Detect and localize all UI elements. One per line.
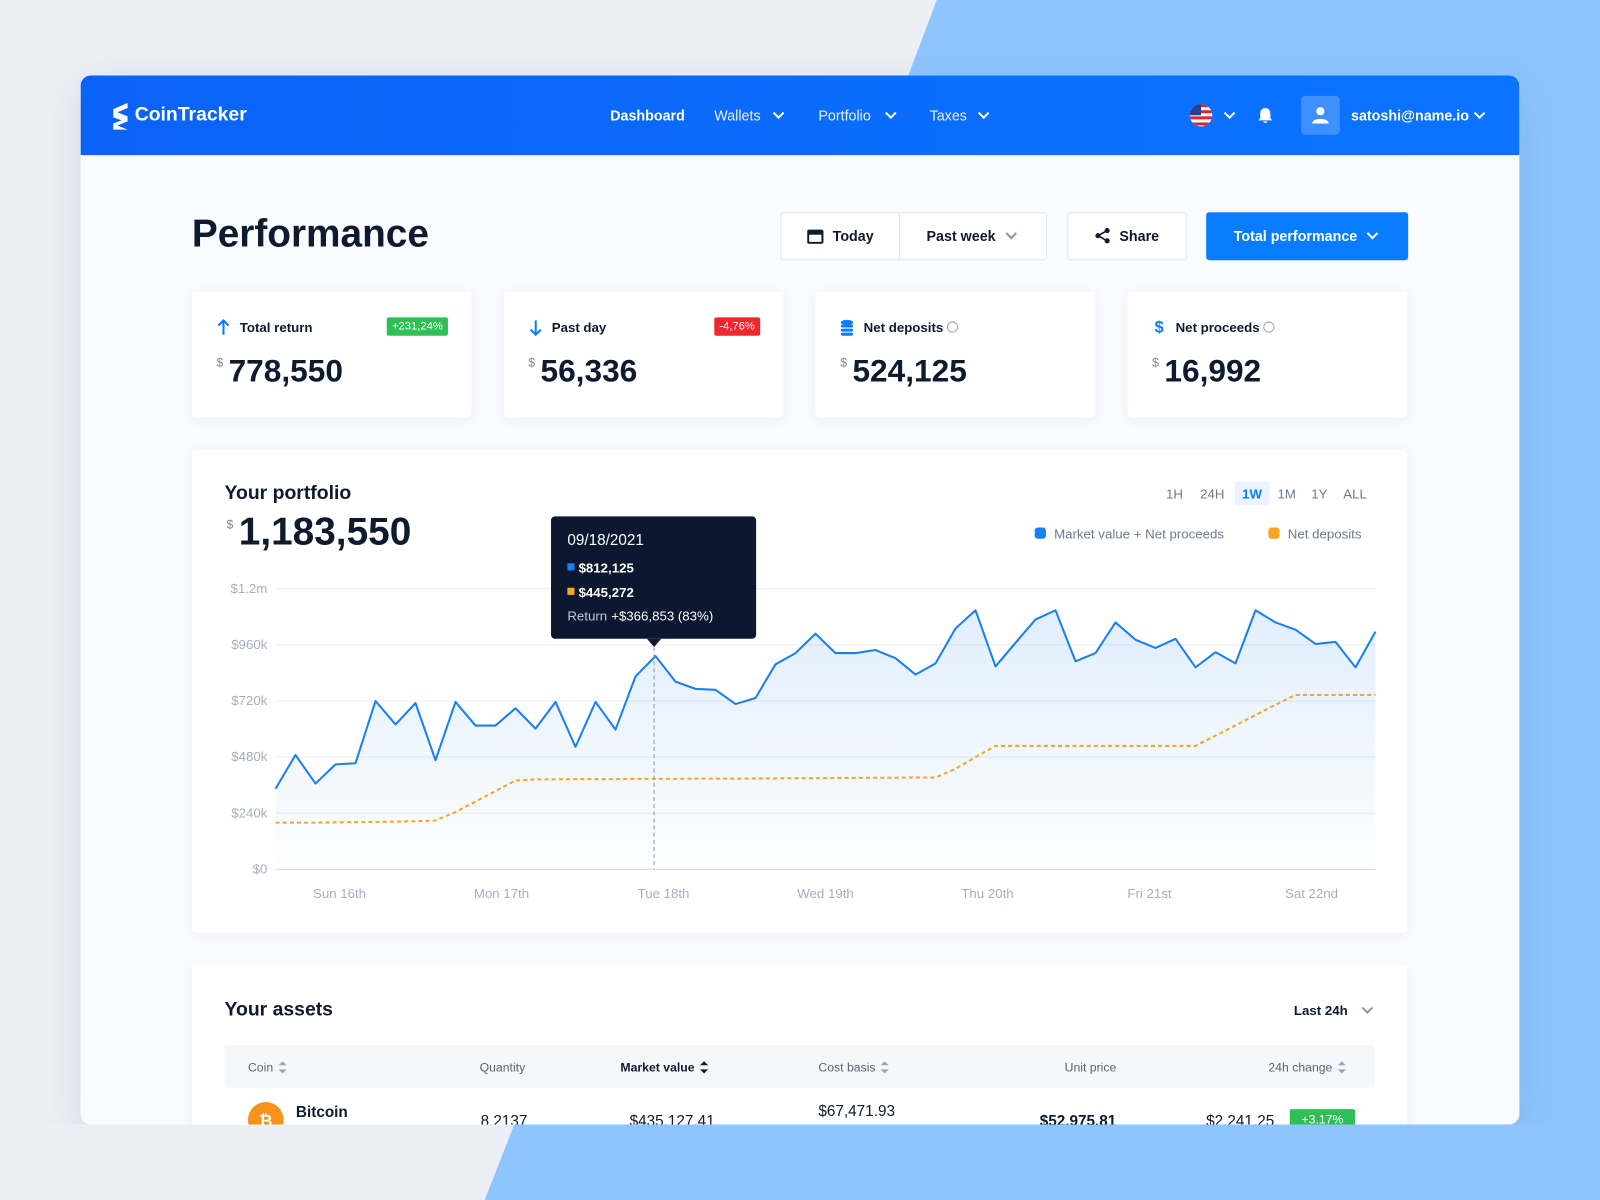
nav-item[interactable]: Dashboard (610, 107, 685, 124)
cost-basis: $67,471.93 (818, 1102, 895, 1120)
svg-text:$: $ (1155, 319, 1164, 337)
chevron (772, 107, 785, 120)
info-icon (1263, 321, 1275, 333)
notifications[interactable] (1256, 106, 1274, 124)
logo-text[interactable]: CoinTracker (134, 104, 247, 126)
sort-icon (880, 1060, 889, 1074)
portfolio-value: 1,183,550 (238, 510, 412, 554)
share-icon (1095, 228, 1110, 244)
range-button[interactable]: 1M (1277, 486, 1296, 502)
chevron (885, 107, 897, 120)
column-header[interactable]: Quantity (479, 1060, 526, 1075)
currency: $ (840, 355, 848, 370)
currency: $ (216, 355, 224, 370)
table-header (224, 1044, 1375, 1088)
legend-swatch (1268, 527, 1280, 539)
stat-card (191, 291, 472, 418)
range-button[interactable]: ALL (1343, 486, 1367, 502)
page-title: Performance (191, 212, 429, 256)
column-header[interactable]: Market value (620, 1060, 695, 1075)
view-label[interactable]: Total performance (1233, 227, 1358, 244)
stat-icon (215, 318, 231, 336)
stat-icon (839, 318, 855, 336)
date-button[interactable]: Today (832, 227, 874, 244)
range-button[interactable]: 1Y (1311, 486, 1328, 502)
assets-period[interactable]: Last 24h (1293, 1002, 1348, 1018)
share-button[interactable] (1067, 212, 1187, 261)
legend-label: Market value + Net proceeds (1054, 526, 1225, 542)
period-button[interactable]: Past week (926, 227, 996, 244)
column-header[interactable]: 24h change (1268, 1060, 1333, 1075)
share-label[interactable]: Share (1119, 227, 1160, 244)
coin-name[interactable]: Bitcoin (295, 1103, 348, 1121)
info-icon (947, 321, 959, 333)
sort-arrows (699, 1061, 708, 1074)
icon (529, 320, 542, 337)
bottom-background (0, 1124, 1600, 1200)
calendar-icon (807, 229, 824, 244)
nav-item[interactable]: Taxes (929, 107, 967, 124)
nav-item[interactable]: Portfolio (818, 107, 871, 124)
stat-card (815, 291, 1096, 418)
range-button[interactable]: 24H (1200, 486, 1225, 502)
range-active-bg (1234, 481, 1270, 506)
sort-icon (1337, 1060, 1346, 1074)
sort-arrows (1337, 1061, 1346, 1074)
divider (898, 213, 900, 260)
view-button[interactable] (1206, 212, 1409, 261)
chevron (977, 107, 990, 120)
stat-icon (527, 318, 543, 337)
portfolio-title: Your portfolio (224, 482, 352, 505)
stat-value: 524,125 (852, 353, 967, 389)
column-header[interactable]: Cost basis (818, 1060, 876, 1075)
range-button[interactable]: 1W (1242, 486, 1262, 502)
top-bar: CoinTracker Dashboard Wallets Portfolio … (80, 75, 1520, 156)
sort-icon (278, 1060, 287, 1074)
stat-card (1127, 291, 1408, 418)
sort-arrows (278, 1061, 287, 1074)
nav-item[interactable]: Wallets (714, 107, 761, 124)
stat-value: 16,992 (1164, 353, 1262, 389)
logo-icon (113, 103, 128, 130)
currency: $ (528, 355, 536, 370)
stat-label: Total return (239, 319, 313, 336)
stat-label: Net proceeds (1175, 319, 1260, 336)
sort-arrows (880, 1061, 889, 1074)
range-button[interactable]: 1H (1166, 486, 1183, 502)
icon: $ (1155, 319, 1164, 337)
avatar-icon (1312, 107, 1329, 124)
sort-icon (699, 1060, 708, 1074)
language-flag[interactable] (1189, 103, 1213, 127)
stat-card (503, 291, 784, 418)
stat-label: Past day (551, 319, 607, 336)
column-header[interactable]: Unit price (1064, 1060, 1117, 1075)
stat-badge: +231,24% (386, 317, 448, 336)
stat-label: Net deposits (863, 319, 944, 336)
assets-title: Your assets (224, 998, 333, 1021)
stat-value: 56,336 (540, 353, 638, 389)
date-range[interactable] (780, 212, 1047, 261)
stat-badge: -4,76% (714, 317, 760, 336)
stat-icon: $ (1151, 318, 1167, 337)
column-header[interactable]: Coin (247, 1060, 274, 1075)
legend-swatch (1034, 527, 1046, 539)
chevron (1473, 107, 1486, 120)
icon (217, 318, 230, 335)
legend-label: Net deposits (1287, 526, 1362, 542)
stat-value: 778,550 (228, 353, 343, 389)
currency: $ (226, 517, 234, 532)
icon (841, 319, 854, 336)
user-email[interactable]: satoshi@name.io (1351, 107, 1469, 124)
chevron (1223, 107, 1236, 120)
avatar[interactable] (1301, 95, 1340, 135)
currency: $ (1152, 355, 1159, 370)
